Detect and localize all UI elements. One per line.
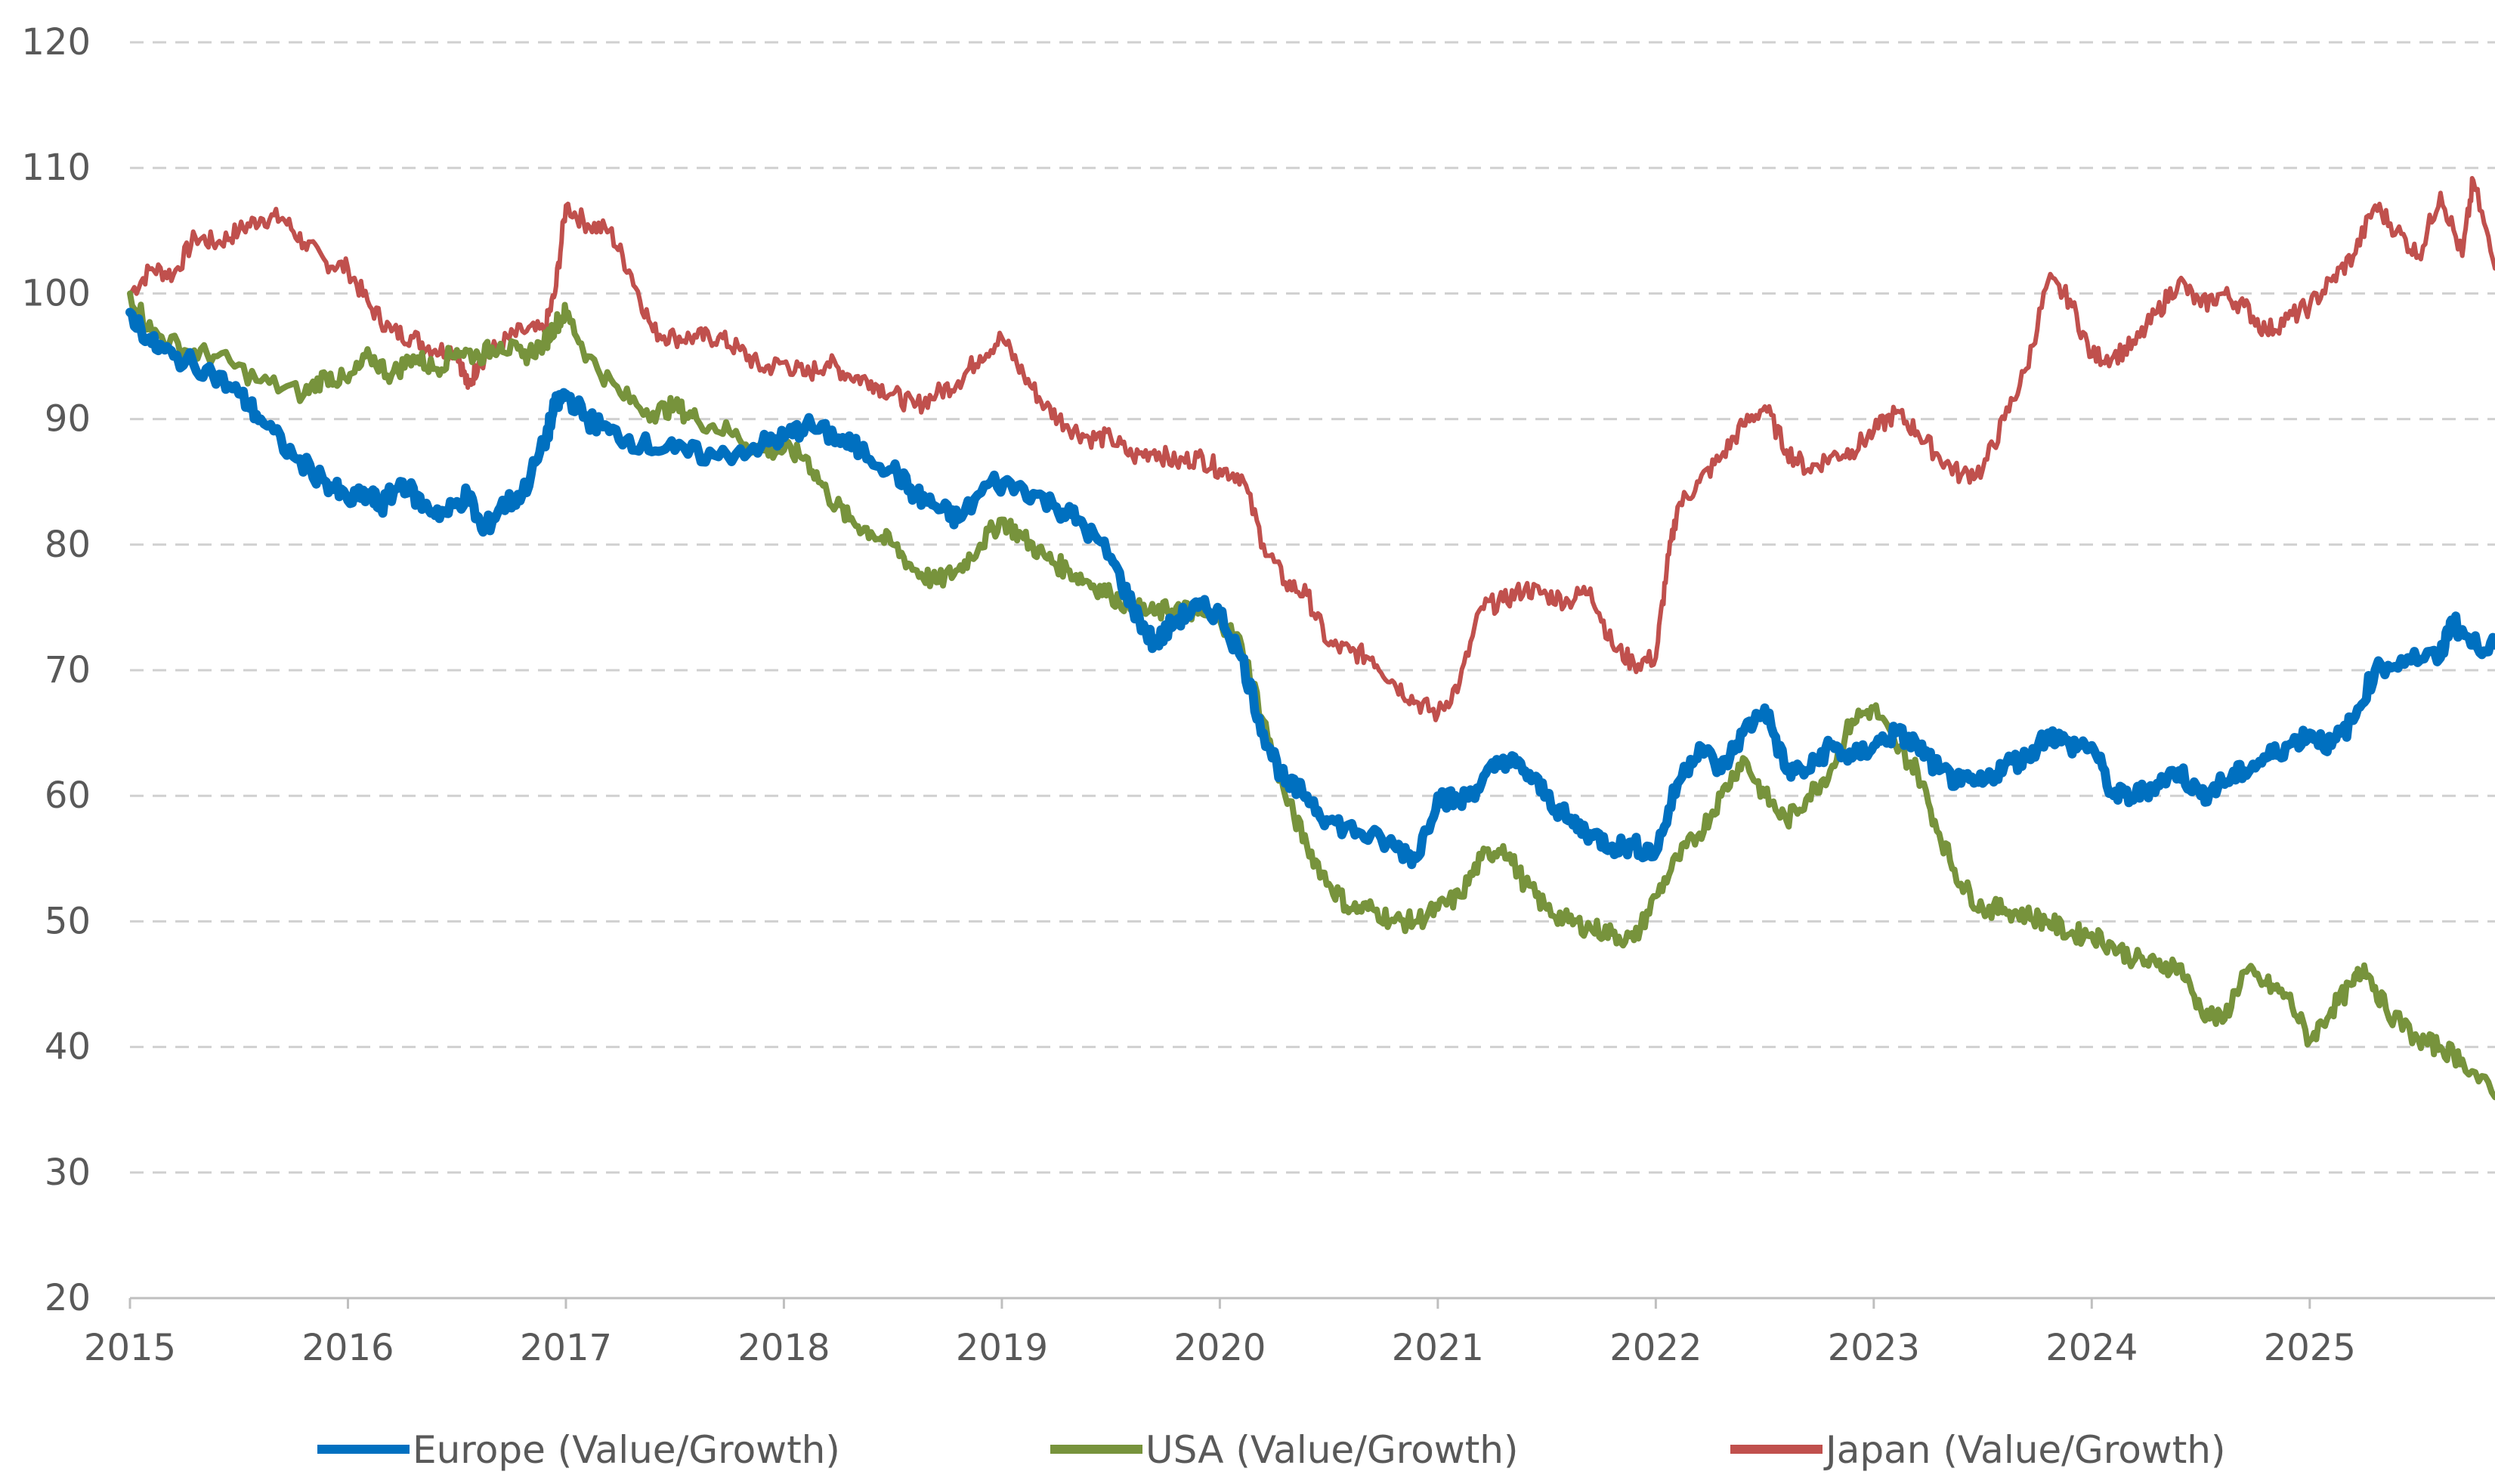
y-tick-label: 80 — [45, 524, 91, 566]
x-tick-label: 2016 — [301, 1327, 394, 1369]
series-line-europe — [125, 308, 2495, 870]
x-axis-tick-labels: 2015 2016 2017 2018 2019 2020 2021 2022 2023 2024… — [84, 1327, 2356, 1369]
x-tick-label: 2025 — [2264, 1327, 2356, 1369]
axes — [128, 1297, 2495, 1309]
gridlines — [130, 41, 2495, 1174]
legend: Europe (Value/Growth) USA (Value/Growth) J… — [317, 1428, 2226, 1472]
series-line-usa — [127, 290, 2495, 1101]
x-tick-label: 2020 — [1173, 1327, 1266, 1369]
x-tick-label: 2023 — [1828, 1327, 1920, 1369]
y-tick-label: 110 — [21, 147, 91, 189]
y-tick-label: 40 — [45, 1026, 91, 1068]
x-tick-label: 2019 — [956, 1327, 1048, 1369]
y-tick-label: 100 — [21, 272, 91, 314]
x-tick-label: 2022 — [1609, 1327, 1702, 1369]
legend-label-europe: Europe (Value/Growth) — [413, 1428, 840, 1472]
y-tick-label: 50 — [45, 900, 91, 942]
y-tick-label: 120 — [21, 21, 91, 63]
series-lines — [125, 175, 2495, 1101]
x-tick-label: 2018 — [737, 1327, 830, 1369]
legend-label-japan: Japan (Value/Growth) — [1823, 1428, 2226, 1472]
x-tick-label: 2015 — [84, 1327, 176, 1369]
y-tick-label: 60 — [45, 774, 91, 817]
y-tick-label: 90 — [45, 398, 91, 441]
y-axis-tick-labels: 20 30 40 50 60 70 80 90 100 110 120 — [21, 21, 91, 1319]
y-tick-label: 20 — [45, 1277, 91, 1319]
legend-label-usa: USA (Value/Growth) — [1145, 1428, 1519, 1472]
y-tick-label: 70 — [45, 649, 91, 691]
series-line-japan — [128, 175, 2495, 722]
x-tick-label: 2021 — [1392, 1327, 1484, 1369]
y-tick-label: 30 — [45, 1152, 91, 1194]
x-tick-label: 2024 — [2045, 1327, 2138, 1369]
x-tick-label: 2017 — [520, 1327, 612, 1369]
